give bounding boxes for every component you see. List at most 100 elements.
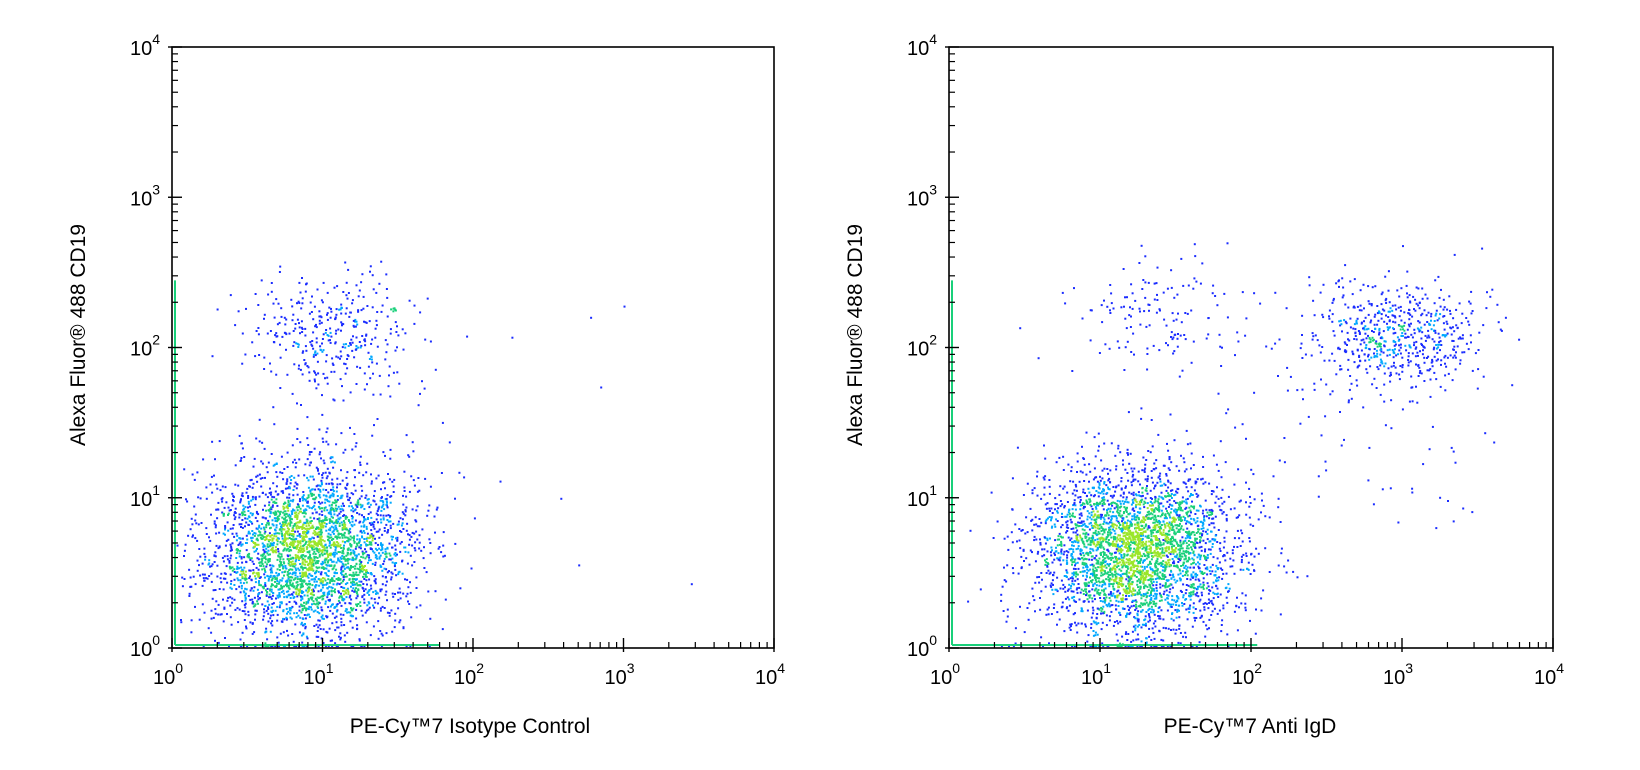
event-point [411,544,414,547]
event-point [262,548,265,551]
event-point [370,342,373,345]
event-point [1116,499,1119,502]
event-point [429,485,432,488]
event-point [333,501,336,504]
event-point [358,571,361,574]
event-point [356,542,358,545]
event-point [311,475,314,478]
event-point [1148,616,1151,619]
event-point [267,608,270,610]
event-point [299,595,302,598]
event-point [1137,578,1140,581]
event-point [331,568,334,571]
event-point [297,543,300,546]
event-point [350,515,353,517]
event-point [243,556,246,559]
event-point [407,454,410,457]
event-point [1044,585,1047,588]
event-point [278,564,281,567]
event-point [354,325,357,328]
event-point [1208,602,1211,604]
event-point [414,519,417,522]
event-point [1143,623,1146,626]
event-point [386,506,389,509]
event-point [315,580,318,583]
event-point [300,326,303,329]
event-point [1190,533,1193,536]
event-point [263,528,266,531]
event-point [314,351,317,354]
event-point [337,559,340,562]
event-point [320,540,322,543]
event-point [270,370,273,373]
event-point [384,576,387,579]
event-point [359,584,361,587]
event-point [1072,567,1075,570]
event-point [252,533,254,536]
event-point [356,544,359,547]
event-point [307,505,310,508]
event-point [344,602,347,605]
event-point [313,497,315,500]
event-point [325,552,328,555]
event-point [344,610,347,613]
event-point [1084,492,1086,494]
event-point [306,476,309,479]
event-point [1146,478,1149,480]
event-point [322,488,325,491]
event-point [215,532,218,535]
event-point [286,537,289,540]
event-point [259,564,261,567]
event-point [304,563,307,566]
event-point [346,611,349,614]
event-point [319,349,322,352]
event-point [1150,562,1152,565]
event-point [1164,564,1167,567]
event-point [376,592,379,595]
event-point [396,538,399,541]
event-point [268,504,271,507]
event-point [1082,502,1084,505]
event-point [1098,487,1101,490]
event-point [292,489,295,491]
event-point [416,505,419,508]
event-point [285,618,288,621]
event-point [344,261,347,264]
event-point [336,477,339,480]
event-point [426,514,429,517]
event-point [331,639,333,642]
event-point [329,331,332,334]
event-point [272,544,275,547]
event-point [310,540,313,543]
event-point [246,487,249,490]
event-point [229,527,232,530]
event-point [1240,558,1243,561]
event-point [235,532,238,535]
event-point [240,494,243,497]
event-point [301,573,304,576]
event-point [191,535,194,538]
event-point [298,527,301,530]
event-point [268,593,271,596]
event-point [1153,570,1155,573]
event-point [216,487,219,490]
event-point [1096,538,1099,541]
event-point [281,537,284,540]
event-point [399,597,402,600]
event-point [320,479,323,482]
event-point [276,558,279,561]
event-point [1114,604,1117,607]
event-point [192,534,194,537]
event-point [1077,525,1080,528]
event-point [1129,452,1132,455]
event-point [251,601,254,603]
event-point [264,561,267,564]
event-point [289,521,292,523]
event-point [1108,619,1111,622]
event-point [188,592,191,595]
event-point [282,524,285,527]
event-point [1141,565,1144,568]
event-point [307,601,310,604]
event-point [294,577,297,580]
event-point [321,522,324,525]
